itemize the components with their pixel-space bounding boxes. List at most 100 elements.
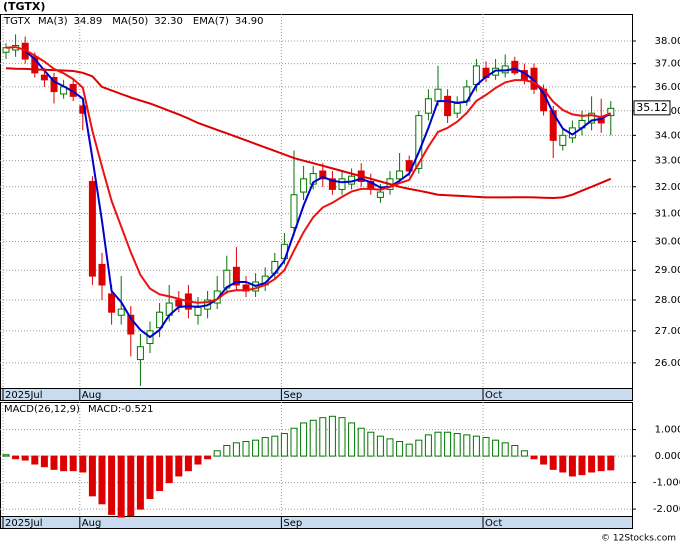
bar	[568, 455, 576, 477]
x-tick-label: Sep	[283, 390, 302, 401]
bar	[213, 450, 221, 457]
bar	[223, 444, 231, 457]
chart-title: (TGTX)	[3, 0, 45, 13]
bar	[607, 455, 615, 471]
candle-body	[424, 98, 432, 114]
legend-ticker: TGTX	[3, 16, 31, 27]
x-tick-label: Oct	[485, 390, 502, 401]
candle-body	[453, 103, 461, 114]
bar	[280, 433, 288, 457]
date-band	[0, 516, 633, 529]
bar	[396, 441, 404, 457]
bar	[597, 455, 605, 472]
bar	[482, 437, 490, 457]
bar	[204, 455, 212, 460]
y-tick-label: 27.00	[655, 326, 680, 337]
bar	[88, 455, 96, 497]
x-tick-label: Aug	[82, 390, 102, 401]
legend-name: MA(50)	[112, 16, 148, 27]
bar	[472, 435, 480, 457]
bar	[492, 439, 500, 457]
bar	[424, 434, 432, 457]
candle-body	[511, 60, 519, 74]
bar	[232, 442, 240, 457]
bar	[69, 455, 77, 472]
bar	[60, 455, 68, 472]
bar	[252, 439, 260, 457]
candle-body	[88, 180, 96, 277]
bar	[184, 455, 192, 472]
bar	[338, 417, 346, 457]
candle-body	[396, 170, 404, 180]
y-tick-label: 28.00	[655, 295, 680, 306]
y-tick-label: -1.000	[653, 478, 680, 489]
bar	[300, 422, 308, 457]
bar	[194, 455, 202, 465]
candle-body	[338, 178, 346, 190]
bar	[40, 455, 48, 468]
x-tick-label: 2025Jul	[5, 390, 43, 401]
bar	[348, 422, 356, 457]
legend-name: MA(3)	[38, 16, 68, 27]
candle-body	[136, 346, 144, 361]
candle-body	[588, 112, 596, 124]
bar	[98, 455, 106, 505]
last-price-box	[633, 100, 671, 116]
candle-body	[376, 191, 384, 198]
legend-name: EMA(7)	[193, 16, 229, 27]
bar	[21, 455, 29, 461]
bar	[578, 455, 586, 476]
bar	[559, 455, 567, 473]
bar	[290, 427, 298, 457]
date-band	[0, 388, 633, 401]
legend-value: 34.89	[74, 16, 103, 27]
bar	[367, 431, 375, 457]
bar	[328, 415, 336, 457]
bar	[444, 431, 452, 457]
y-tick-label: 29.00	[655, 265, 680, 276]
candle-body	[79, 105, 87, 114]
candle-body	[549, 110, 557, 141]
candle-body	[607, 107, 615, 117]
bar	[50, 455, 58, 470]
last-price: 35.12	[636, 101, 668, 114]
y-tick-label: 36.00	[655, 82, 680, 93]
bar	[156, 455, 164, 492]
bar	[511, 444, 519, 457]
candle-body	[98, 263, 106, 286]
bar	[175, 455, 183, 477]
candle-body	[31, 56, 39, 74]
candle-body	[559, 134, 567, 146]
bar	[127, 455, 135, 517]
candle-body	[2, 47, 10, 53]
y-tick-label: 30.00	[655, 236, 680, 247]
y-tick-label: 37.00	[655, 59, 680, 70]
bar	[12, 455, 20, 460]
bar	[540, 455, 548, 465]
bar	[146, 455, 154, 500]
line-series	[5, 46, 612, 304]
candle-body	[50, 76, 58, 93]
bar	[309, 419, 317, 457]
candle-body	[127, 314, 135, 335]
candle-body	[444, 95, 452, 117]
y-tick-label: 26.00	[655, 358, 680, 369]
bar	[588, 455, 596, 473]
y-tick-label: 1.000	[655, 425, 680, 436]
bar	[108, 455, 116, 515]
bar	[386, 438, 394, 457]
candle-body	[300, 178, 308, 193]
bar	[271, 435, 279, 457]
candle-body	[472, 65, 480, 86]
bar	[415, 439, 423, 457]
bar	[136, 455, 144, 510]
candle-body	[40, 74, 48, 81]
y-tick-label: 31.00	[655, 209, 680, 220]
y-tick-label: 38.00	[655, 36, 680, 47]
panel-subtitle: MACD:-0.521	[88, 404, 154, 415]
bar	[549, 455, 557, 470]
candle-body	[156, 311, 164, 329]
bar	[242, 441, 250, 457]
candle-body	[117, 308, 125, 316]
